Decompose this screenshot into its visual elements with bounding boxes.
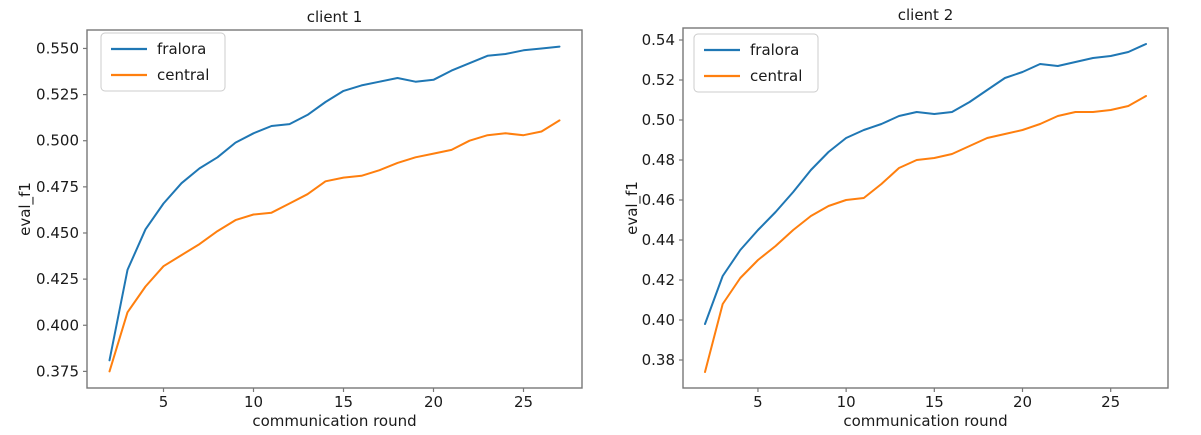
y-tick-label: 0.52 bbox=[642, 71, 675, 89]
chart-client-1: 5 10 15 20 25 0.375 0.400 0.425 0.450 0.475 0.500 0… bbox=[16, 8, 583, 430]
central-line bbox=[108, 119, 561, 373]
chart-title: client 2 bbox=[898, 6, 954, 24]
y-tick-label: 0.400 bbox=[36, 316, 79, 334]
y-tick-label: 0.38 bbox=[642, 351, 675, 369]
y-tick-label: 0.46 bbox=[642, 191, 675, 209]
legend-label-fralora: fralora bbox=[157, 40, 206, 58]
y-tick-label: 0.425 bbox=[36, 270, 79, 288]
fralora-line bbox=[108, 45, 561, 362]
x-tick-label: 20 bbox=[1013, 393, 1032, 411]
y-tick-label: 0.550 bbox=[36, 39, 79, 57]
x-tick-label: 5 bbox=[159, 393, 169, 411]
legend-label-central: central bbox=[157, 66, 209, 84]
x-tick-label: 10 bbox=[244, 393, 263, 411]
y-tick-label: 0.44 bbox=[642, 231, 675, 249]
fralora-line bbox=[704, 43, 1147, 325]
y-tick-label: 0.50 bbox=[642, 111, 675, 129]
x-axis-label: communication round bbox=[252, 412, 416, 430]
legend-box bbox=[100, 32, 226, 92]
legend-label-fralora: fralora bbox=[750, 41, 799, 59]
y-tick-label: 0.525 bbox=[36, 86, 79, 104]
y-tick-label: 0.42 bbox=[642, 271, 675, 289]
legend: fralora central bbox=[693, 33, 819, 93]
y-axis-label: eval_f1 bbox=[16, 182, 35, 236]
plot-border bbox=[86, 29, 583, 389]
x-tick-label: 25 bbox=[514, 393, 533, 411]
x-tick-label: 20 bbox=[424, 393, 443, 411]
x-tick-label: 25 bbox=[1101, 393, 1120, 411]
x-tick-label: 10 bbox=[837, 393, 856, 411]
chart-client-2: 5 10 15 20 25 0.38 0.40 0.42 0.44 0.46 0.48 0.50 0.5… bbox=[623, 6, 1169, 430]
y-tick-label: 0.40 bbox=[642, 311, 675, 329]
x-tick-label: 5 bbox=[753, 393, 763, 411]
x-tick-label: 15 bbox=[334, 393, 353, 411]
plot-border bbox=[682, 27, 1169, 389]
chart-title: client 1 bbox=[307, 8, 363, 26]
y-tick-label: 0.475 bbox=[36, 178, 79, 196]
legend: fralora central bbox=[100, 32, 226, 92]
y-axis-label: eval_f1 bbox=[623, 181, 642, 235]
legend-box bbox=[693, 33, 819, 93]
x-axis-label: communication round bbox=[843, 412, 1007, 430]
y-tick-label: 0.48 bbox=[642, 151, 675, 169]
y-tick-label: 0.375 bbox=[36, 362, 79, 380]
legend-label-central: central bbox=[750, 67, 802, 85]
y-tick-label: 0.450 bbox=[36, 224, 79, 242]
y-tick-label: 0.500 bbox=[36, 132, 79, 150]
central-line bbox=[704, 95, 1147, 373]
y-tick-label: 0.54 bbox=[642, 31, 675, 49]
x-tick-label: 15 bbox=[925, 393, 944, 411]
